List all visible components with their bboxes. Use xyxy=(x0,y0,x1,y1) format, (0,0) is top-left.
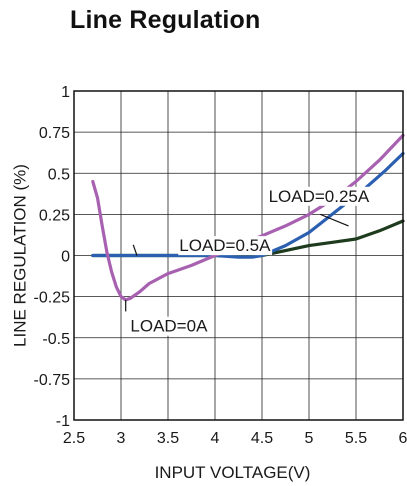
y-axis-label: LINE REGULATION (%) xyxy=(11,164,30,347)
x-tick-label: 6 xyxy=(399,430,407,447)
x-tick-label: 4.5 xyxy=(251,430,273,447)
annotation-pointer xyxy=(320,213,349,227)
plot-frame xyxy=(73,90,404,421)
x-axis-label: INPUT VOLTAGE(V) xyxy=(155,463,311,482)
y-tick-label: 0.75 xyxy=(39,125,70,142)
annotation-layer: LOAD=0.25A LOAD=0.5A LOAD=0A xyxy=(125,186,371,336)
series-line-load-0a xyxy=(91,133,405,302)
series-annotation-label: LOAD=0.5A xyxy=(179,236,271,255)
y-tick-label: -0.75 xyxy=(34,372,71,389)
x-tick-label: 4 xyxy=(211,430,220,447)
y-tick-label: -0.25 xyxy=(34,290,71,307)
y-tick-label: -0.5 xyxy=(42,331,70,348)
y-tick-label: 0.25 xyxy=(39,207,70,224)
annotation-background xyxy=(178,236,273,256)
series-layer xyxy=(91,133,405,302)
y-tick-label: -1 xyxy=(56,413,70,430)
x-tick-label: 3 xyxy=(117,430,126,447)
y-tick-label: 1 xyxy=(61,84,70,101)
x-tick-label: 2.5 xyxy=(63,430,85,447)
x-tick-label: 5 xyxy=(305,430,314,447)
annotation-background xyxy=(129,316,210,336)
series-annotation-label: LOAD=0A xyxy=(130,317,208,336)
y-tick-label: 0 xyxy=(61,249,70,266)
x-tick-label: 5.5 xyxy=(345,430,367,447)
chart-title: Line Regulation xyxy=(70,6,261,34)
series-annotation-label: LOAD=0.25A xyxy=(269,187,370,206)
annotation-background xyxy=(267,186,371,206)
annotation-pointer xyxy=(132,244,138,256)
x-tick-label: 3.5 xyxy=(157,430,179,447)
tick-labels: 2.5 3 3.5 4 4.5 5 5.5 6 1 0.75 0.5 0.25 0 -0.25 -0.5 -0… xyxy=(34,84,407,447)
y-tick-label: 0.5 xyxy=(48,166,70,183)
